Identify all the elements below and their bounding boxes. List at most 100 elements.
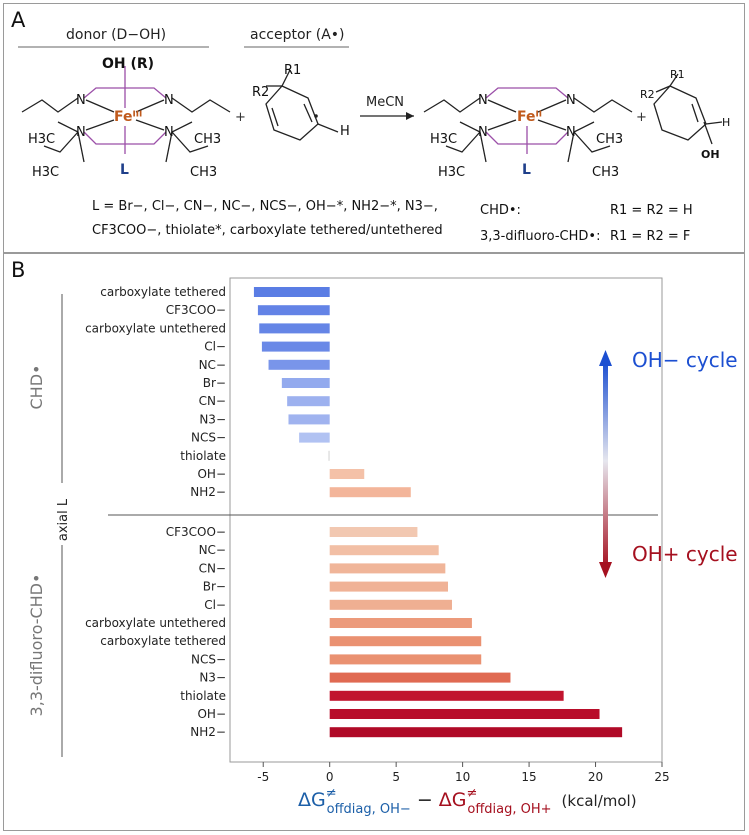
bar-1-6 xyxy=(329,636,482,647)
n-atom: N xyxy=(566,125,576,140)
category-label-0-2: carboxylate untethered xyxy=(85,321,226,335)
methyl-label: H3C xyxy=(430,132,457,147)
dg-term-2: ΔG xyxy=(439,789,467,811)
ligand-list-line2: CF3COO−, thiolate*, carboxylate tethered… xyxy=(92,223,443,238)
cycle-arrow-down-head xyxy=(599,562,612,578)
x-tick-label-1: 0 xyxy=(326,770,334,784)
category-label-0-4: NC− xyxy=(199,358,226,372)
category-label-1-2: CN− xyxy=(199,561,226,575)
dg-sub-1: offdiag, OH− xyxy=(327,802,411,817)
category-label-0-8: NCS− xyxy=(191,431,226,445)
bar-0-7 xyxy=(288,414,330,425)
r1-label: R1 xyxy=(670,68,685,81)
dg-sup-1: ≠ xyxy=(326,786,337,801)
category-label-1-10: OH− xyxy=(197,707,226,721)
n-atom: N xyxy=(76,93,86,108)
n-atom: N xyxy=(478,125,488,140)
category-label-1-1: NC− xyxy=(199,543,226,557)
bar-1-7 xyxy=(329,654,482,665)
oh-label: OH xyxy=(701,148,720,161)
x-tick-label-6: 25 xyxy=(654,770,669,784)
n-atom: N xyxy=(164,125,174,140)
category-label-1-4: Cl− xyxy=(204,598,226,612)
axial-ligand-l: L xyxy=(120,162,129,178)
reaction-arrowhead xyxy=(406,112,414,120)
category-label-1-8: N3− xyxy=(199,671,226,685)
bar-0-9 xyxy=(328,450,330,461)
panel-a-label: A xyxy=(11,8,26,32)
bar-1-5 xyxy=(329,618,472,628)
substrate1-name: CHD•: xyxy=(480,203,521,218)
methyl-label: H3C xyxy=(28,132,55,147)
oh-plus-cycle-label: OH+ cycle xyxy=(632,542,738,566)
bars-layer xyxy=(253,287,623,738)
panel-a: A donor (D−OH) acceptor (A•) xyxy=(3,3,745,253)
dg-term-1: ΔG xyxy=(298,789,326,811)
x-tick-label-4: 15 xyxy=(521,770,536,784)
category-label-1-7: NCS− xyxy=(191,652,226,666)
methyl-label: CH3 xyxy=(194,132,221,147)
x-axis-ticks: -5 0 5 10 15 20 25 xyxy=(257,762,670,784)
plus-sign: + xyxy=(235,110,246,125)
donor-complex xyxy=(21,97,231,163)
methyl-label: H3C xyxy=(438,165,465,180)
dg-sup-2: ≠ xyxy=(466,786,477,801)
svg-text:ΔG≠offdiag, OH−−ΔG≠offdiag, OH: ΔG≠ offdiag, OH− − ΔG≠ offdiag, OH+ (kcal/mol… xyxy=(298,786,637,817)
methyl-label: CH3 xyxy=(596,132,623,147)
h-label: H xyxy=(722,116,730,129)
methyl-label: H3C xyxy=(32,165,59,180)
bar-0-2 xyxy=(259,323,330,334)
donor-header: donor (D−OH) xyxy=(66,27,166,43)
category-label-1-9: thiolate xyxy=(180,689,226,703)
category-label-0-3: Cl− xyxy=(204,340,226,354)
category-labels: carboxylate tethered CF3COO− carboxylate u… xyxy=(85,285,226,739)
substrate1-definition: R1 = R2 = H xyxy=(610,203,693,218)
n-atom: N xyxy=(76,125,86,140)
product-complex xyxy=(423,97,633,163)
cycle-arrow-shaft xyxy=(603,362,608,568)
bar-0-8 xyxy=(299,432,330,443)
bar-0-3 xyxy=(261,341,330,352)
solvent-label: MeCN xyxy=(366,95,404,110)
bar-0-11 xyxy=(329,487,411,498)
plus-sign: + xyxy=(636,110,647,125)
axial-l-label: axial L xyxy=(56,498,71,541)
category-label-1-3: Br− xyxy=(203,580,226,594)
category-label-0-11: NH2− xyxy=(190,485,226,499)
category-label-0-1: CF3COO− xyxy=(166,303,226,317)
r2-label: R2 xyxy=(252,85,269,100)
r2-label: R2 xyxy=(640,88,655,101)
axial-oh-r: OH (R) xyxy=(102,56,154,72)
category-label-1-6: carboxylate tethered xyxy=(100,634,226,648)
category-label-1-11: NH2− xyxy=(190,725,226,739)
bar-1-4 xyxy=(329,599,452,610)
bar-0-4 xyxy=(268,359,330,370)
x-tick-label-0: -5 xyxy=(257,770,269,784)
group-label-chd: CHD• xyxy=(27,365,46,410)
acceptor-header: acceptor (A•) xyxy=(250,27,345,43)
fe3-center: Feᴵᴵᴵ xyxy=(114,109,142,125)
bar-0-5 xyxy=(281,378,330,388)
acceptor-molecule xyxy=(265,69,339,141)
cycle-arrow-up-head xyxy=(599,350,612,366)
h-label: H xyxy=(340,124,350,139)
product-alcohol xyxy=(653,73,723,145)
r1-label: R1 xyxy=(284,63,301,78)
bar-0-1 xyxy=(257,305,330,316)
bar-0-6 xyxy=(287,396,330,407)
axial-ligand-l: L xyxy=(522,162,531,178)
oh-minus-cycle-label: OH− cycle xyxy=(632,348,738,372)
n-atom: N xyxy=(566,93,576,108)
n-atom: N xyxy=(478,93,488,108)
x-tick-label-3: 10 xyxy=(455,770,470,784)
methyl-label: CH3 xyxy=(592,165,619,180)
substrate2-definition: R1 = R2 = F xyxy=(610,229,690,244)
bar-1-2 xyxy=(329,563,446,574)
category-label-0-10: OH− xyxy=(197,467,226,481)
dg-minus: − xyxy=(417,789,433,811)
bar-1-11 xyxy=(329,727,623,738)
substrate2-name: 3,3-difluoro-CHD•: xyxy=(480,229,600,244)
bar-0-0 xyxy=(253,287,330,297)
